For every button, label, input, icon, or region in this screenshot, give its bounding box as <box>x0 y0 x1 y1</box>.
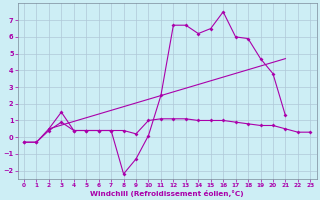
X-axis label: Windchill (Refroidissement éolien,°C): Windchill (Refroidissement éolien,°C) <box>90 190 244 197</box>
